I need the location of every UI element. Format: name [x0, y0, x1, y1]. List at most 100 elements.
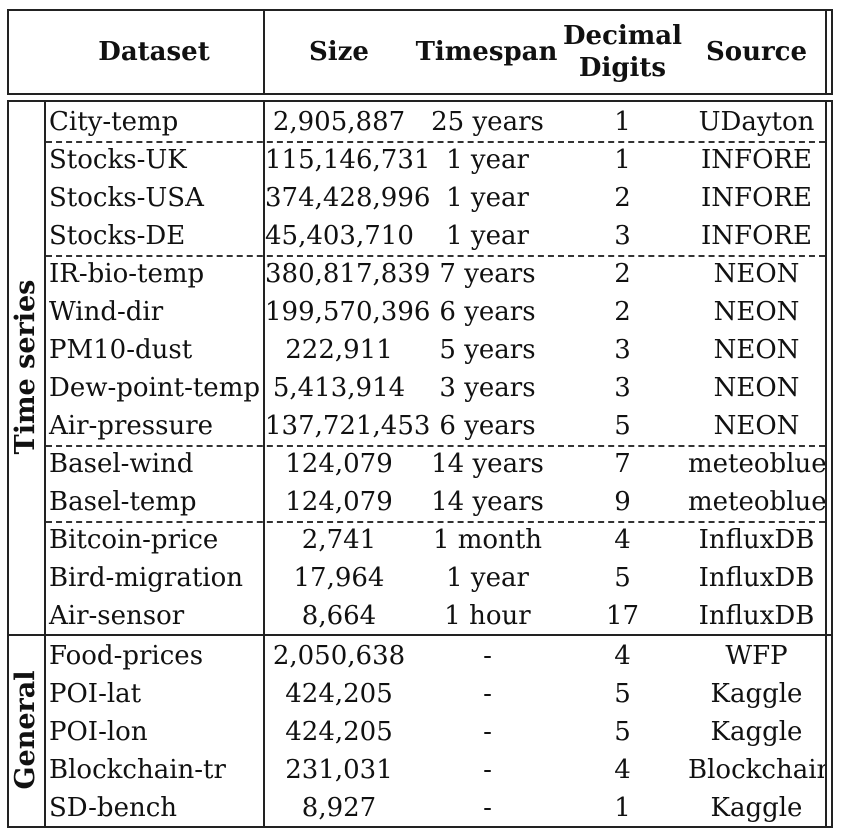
dataset-cell: Basel-wind — [49, 449, 194, 479]
dataset-cell: Bitcoin-price — [49, 525, 219, 555]
dataset-cell: Air-sensor — [49, 601, 185, 631]
dataset-cell: POI-lat — [49, 679, 142, 709]
timespan-cell: 25 years — [431, 107, 544, 137]
header-dataset: Dataset — [98, 37, 210, 67]
source-cell: meteoblue — [688, 487, 825, 517]
source-cell: NEON — [713, 297, 800, 327]
subgroup-separator — [46, 445, 825, 447]
header-bottom-border — [7, 93, 833, 95]
dataset-cell: Air-pressure — [49, 411, 214, 441]
source-cell: Blockchain — [688, 755, 825, 785]
dataset-cell: Blockchain-tr — [49, 755, 226, 785]
timespan-cell: 3 years — [439, 373, 536, 403]
decimal-digits-cell: 3 — [614, 373, 631, 403]
source-cell: WFP — [725, 641, 788, 671]
source-cell: NEON — [713, 373, 800, 403]
size-cell: 199,570,396 — [265, 297, 431, 327]
timespan-cell: 1 month — [432, 525, 543, 555]
source-cell: meteoblue — [688, 449, 825, 479]
body-left-border — [7, 100, 9, 828]
decimal-digits-cell: 1 — [614, 145, 631, 175]
group-label-divider — [44, 100, 46, 828]
header-decimal-digits: Decimal Digits — [562, 21, 683, 83]
size-cell: 2,741 — [301, 525, 377, 555]
timespan-cell: 1 year — [446, 221, 529, 251]
size-cell: 8,664 — [301, 601, 377, 631]
body-right-border-inner — [825, 100, 827, 828]
dataset-cell: PM10-dust — [49, 335, 193, 365]
size-cell: 380,817,839 — [265, 259, 431, 289]
dataset-column-divider — [263, 100, 265, 828]
dataset-cell: Bird-migration — [49, 563, 243, 593]
decimal-digits-cell: 4 — [614, 525, 631, 555]
size-cell: 231,031 — [285, 755, 393, 785]
timespan-cell: - — [483, 755, 492, 785]
dataset-cell: POI-lon — [49, 717, 148, 747]
timespan-cell: 6 years — [439, 297, 536, 327]
source-cell: NEON — [713, 259, 800, 289]
dataset-cell: Stocks-DE — [49, 221, 186, 251]
decimal-digits-cell: 2 — [614, 297, 631, 327]
header-left-border — [7, 9, 9, 95]
header-top-border — [7, 9, 833, 11]
decimal-digits-cell: 5 — [614, 563, 631, 593]
header-divider — [263, 9, 265, 95]
source-cell: INFORE — [701, 183, 812, 213]
size-cell: 374,428,996 — [265, 183, 431, 213]
decimal-digits-cell: 5 — [614, 679, 631, 709]
source-cell: NEON — [713, 411, 800, 441]
decimal-digits-cell: 1 — [614, 793, 631, 823]
source-cell: InfluxDB — [698, 525, 815, 555]
decimal-digits-cell: 2 — [614, 183, 631, 213]
dataset-cell: Basel-temp — [49, 487, 197, 517]
size-cell: 45,403,710 — [265, 221, 414, 251]
decimal-digits-cell: 1 — [614, 107, 631, 137]
decimal-digits-cell: 3 — [614, 221, 631, 251]
timespan-cell: - — [483, 717, 492, 747]
size-cell: 424,205 — [285, 679, 393, 709]
size-cell: 2,050,638 — [272, 641, 406, 671]
decimal-digits-cell: 17 — [605, 601, 640, 631]
timespan-cell: 1 year — [446, 563, 529, 593]
dataset-cell: City-temp — [49, 107, 179, 137]
size-cell: 2,905,887 — [272, 107, 406, 137]
decimal-digits-cell: 4 — [614, 641, 631, 671]
size-cell: 124,079 — [285, 449, 393, 479]
timespan-cell: 5 years — [439, 335, 536, 365]
header-source: Source — [705, 37, 808, 67]
timespan-cell: - — [483, 641, 492, 671]
size-cell: 137,721,453 — [265, 411, 431, 441]
subgroup-separator — [46, 255, 825, 257]
source-cell: InfluxDB — [698, 563, 815, 593]
dataset-cell: Dew-point-temp — [49, 373, 260, 403]
body-bottom-border — [7, 826, 833, 828]
timespan-cell: 1 year — [446, 183, 529, 213]
source-cell: INFORE — [701, 145, 812, 175]
size-cell: 222,911 — [285, 335, 393, 365]
decimal-digits-cell: 7 — [614, 449, 631, 479]
group-separator — [7, 634, 833, 636]
timespan-cell: 1 hour — [444, 601, 531, 631]
header-size: Size — [309, 37, 369, 67]
source-cell: INFORE — [701, 221, 812, 251]
body-right-border — [831, 100, 833, 828]
timespan-cell: 14 years — [431, 487, 544, 517]
size-cell: 8,927 — [301, 793, 377, 823]
subgroup-separator — [46, 521, 825, 523]
decimal-digits-cell: 5 — [614, 717, 631, 747]
decimal-digits-cell: 2 — [614, 259, 631, 289]
dataset-cell: Stocks-USA — [49, 183, 204, 213]
dataset-cell: SD-bench — [49, 793, 178, 823]
timespan-cell: 7 years — [439, 259, 536, 289]
group-label-general: General — [10, 670, 41, 790]
source-cell: Kaggle — [710, 793, 803, 823]
source-cell: UDayton — [698, 107, 815, 137]
body-top-border — [7, 100, 833, 102]
timespan-cell: - — [483, 679, 492, 709]
size-cell: 424,205 — [285, 717, 393, 747]
dataset-cell: Stocks-UK — [49, 145, 187, 175]
size-cell: 124,079 — [285, 487, 393, 517]
size-cell: 5,413,914 — [272, 373, 406, 403]
subgroup-separator — [46, 141, 825, 143]
source-cell: InfluxDB — [698, 601, 815, 631]
